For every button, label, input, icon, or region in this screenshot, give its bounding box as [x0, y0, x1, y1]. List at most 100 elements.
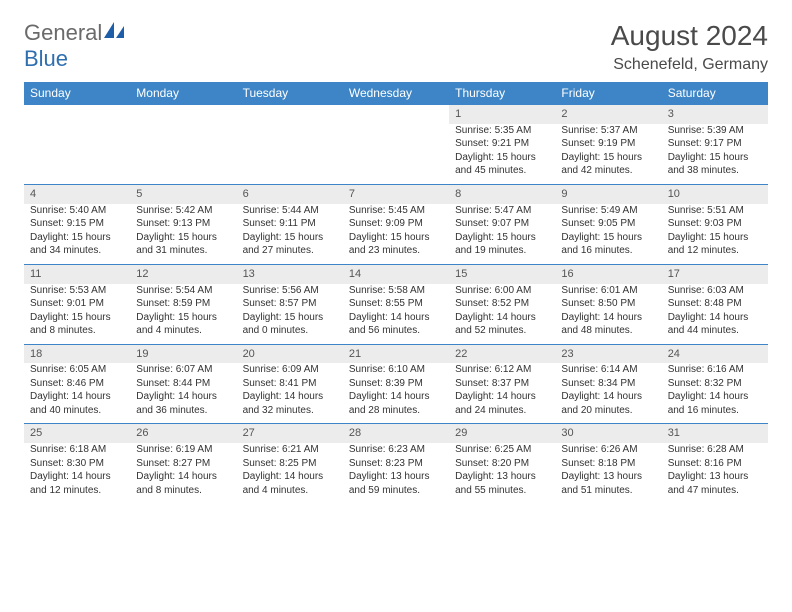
- day-cell: Sunrise: 6:14 AMSunset: 8:34 PMDaylight:…: [555, 363, 661, 424]
- sunrise-text: Sunrise: 6:14 AM: [561, 363, 655, 377]
- day-cell: Sunrise: 6:18 AMSunset: 8:30 PMDaylight:…: [24, 443, 130, 503]
- day-number: 13: [237, 264, 343, 283]
- logo-sail-icon: [104, 22, 126, 45]
- sunrise-text: Sunrise: 5:40 AM: [30, 204, 124, 218]
- daynum-row: 11121314151617: [24, 264, 768, 283]
- day-cell: Sunrise: 6:23 AMSunset: 8:23 PMDaylight:…: [343, 443, 449, 503]
- calendar: Sunday Monday Tuesday Wednesday Thursday…: [0, 82, 792, 519]
- day-number: 8: [449, 184, 555, 203]
- sunrise-text: Sunrise: 5:37 AM: [561, 124, 655, 138]
- month-title: August 2024: [611, 20, 768, 52]
- sunrise-text: Sunrise: 5:39 AM: [668, 124, 762, 138]
- day-number: 12: [130, 264, 236, 283]
- logo-text-general: General: [24, 20, 102, 46]
- daylight-text: Daylight: 15 hours and 42 minutes.: [561, 151, 655, 178]
- sunrise-text: Sunrise: 5:49 AM: [561, 204, 655, 218]
- day-cell: Sunrise: 5:49 AMSunset: 9:05 PMDaylight:…: [555, 204, 661, 265]
- sunset-text: Sunset: 9:11 PM: [243, 217, 337, 231]
- day-cell: Sunrise: 6:26 AMSunset: 8:18 PMDaylight:…: [555, 443, 661, 503]
- day-cell: Sunrise: 5:54 AMSunset: 8:59 PMDaylight:…: [130, 284, 236, 345]
- sunrise-text: Sunrise: 6:01 AM: [561, 284, 655, 298]
- empty-cell: [130, 105, 236, 124]
- day-number: 7: [343, 184, 449, 203]
- day-number: 25: [24, 424, 130, 443]
- daylight-text: Daylight: 14 hours and 52 minutes.: [455, 311, 549, 338]
- daylight-text: Daylight: 14 hours and 24 minutes.: [455, 390, 549, 417]
- day-cell: Sunrise: 5:56 AMSunset: 8:57 PMDaylight:…: [237, 284, 343, 345]
- sunset-text: Sunset: 9:05 PM: [561, 217, 655, 231]
- sunset-text: Sunset: 9:19 PM: [561, 137, 655, 151]
- weekday-header-row: Sunday Monday Tuesday Wednesday Thursday…: [24, 82, 768, 105]
- data-row: Sunrise: 5:35 AMSunset: 9:21 PMDaylight:…: [24, 124, 768, 185]
- empty-cell: [343, 124, 449, 185]
- day-cell: Sunrise: 5:53 AMSunset: 9:01 PMDaylight:…: [24, 284, 130, 345]
- empty-cell: [237, 124, 343, 185]
- day-number: 16: [555, 264, 661, 283]
- day-number: 5: [130, 184, 236, 203]
- sunrise-text: Sunrise: 6:18 AM: [30, 443, 124, 457]
- empty-cell: [343, 105, 449, 124]
- daylight-text: Daylight: 15 hours and 8 minutes.: [30, 311, 124, 338]
- empty-cell: [24, 105, 130, 124]
- daylight-text: Daylight: 14 hours and 16 minutes.: [668, 390, 762, 417]
- sunrise-text: Sunrise: 6:12 AM: [455, 363, 549, 377]
- data-row: Sunrise: 6:18 AMSunset: 8:30 PMDaylight:…: [24, 443, 768, 503]
- sunrise-text: Sunrise: 6:16 AM: [668, 363, 762, 377]
- day-number: 20: [237, 344, 343, 363]
- day-number: 6: [237, 184, 343, 203]
- daylight-text: Daylight: 14 hours and 44 minutes.: [668, 311, 762, 338]
- location: Schenefeld, Germany: [611, 56, 768, 74]
- daylight-text: Daylight: 13 hours and 59 minutes.: [349, 470, 443, 497]
- sunrise-text: Sunrise: 6:28 AM: [668, 443, 762, 457]
- sunrise-text: Sunrise: 5:58 AM: [349, 284, 443, 298]
- sunrise-text: Sunrise: 6:19 AM: [136, 443, 230, 457]
- day-number: 1: [449, 105, 555, 124]
- daylight-text: Daylight: 14 hours and 56 minutes.: [349, 311, 443, 338]
- day-cell: Sunrise: 6:03 AMSunset: 8:48 PMDaylight:…: [662, 284, 768, 345]
- sunset-text: Sunset: 8:59 PM: [136, 297, 230, 311]
- daylight-text: Daylight: 15 hours and 4 minutes.: [136, 311, 230, 338]
- daylight-text: Daylight: 13 hours and 51 minutes.: [561, 470, 655, 497]
- sunset-text: Sunset: 9:17 PM: [668, 137, 762, 151]
- daylight-text: Daylight: 14 hours and 48 minutes.: [561, 311, 655, 338]
- daylight-text: Daylight: 14 hours and 8 minutes.: [136, 470, 230, 497]
- sunrise-text: Sunrise: 5:45 AM: [349, 204, 443, 218]
- day-cell: Sunrise: 5:39 AMSunset: 9:17 PMDaylight:…: [662, 124, 768, 185]
- day-cell: Sunrise: 6:12 AMSunset: 8:37 PMDaylight:…: [449, 363, 555, 424]
- day-number: 23: [555, 344, 661, 363]
- day-cell: Sunrise: 5:47 AMSunset: 9:07 PMDaylight:…: [449, 204, 555, 265]
- day-cell: Sunrise: 6:00 AMSunset: 8:52 PMDaylight:…: [449, 284, 555, 345]
- sunrise-text: Sunrise: 6:05 AM: [30, 363, 124, 377]
- weekday-header: Tuesday: [237, 82, 343, 105]
- sunset-text: Sunset: 9:09 PM: [349, 217, 443, 231]
- data-row: Sunrise: 6:05 AMSunset: 8:46 PMDaylight:…: [24, 363, 768, 424]
- data-row: Sunrise: 5:53 AMSunset: 9:01 PMDaylight:…: [24, 284, 768, 345]
- daylight-text: Daylight: 15 hours and 0 minutes.: [243, 311, 337, 338]
- day-cell: Sunrise: 5:40 AMSunset: 9:15 PMDaylight:…: [24, 204, 130, 265]
- weekday-header: Sunday: [24, 82, 130, 105]
- day-cell: Sunrise: 5:51 AMSunset: 9:03 PMDaylight:…: [662, 204, 768, 265]
- sunrise-text: Sunrise: 5:35 AM: [455, 124, 549, 138]
- sunset-text: Sunset: 9:01 PM: [30, 297, 124, 311]
- daylight-text: Daylight: 14 hours and 20 minutes.: [561, 390, 655, 417]
- day-number: 17: [662, 264, 768, 283]
- day-number: 3: [662, 105, 768, 124]
- sunset-text: Sunset: 9:07 PM: [455, 217, 549, 231]
- sunrise-text: Sunrise: 6:26 AM: [561, 443, 655, 457]
- daylight-text: Daylight: 15 hours and 38 minutes.: [668, 151, 762, 178]
- day-cell: Sunrise: 6:16 AMSunset: 8:32 PMDaylight:…: [662, 363, 768, 424]
- logo: General: [24, 20, 126, 46]
- day-number: 27: [237, 424, 343, 443]
- weekday-header: Saturday: [662, 82, 768, 105]
- sunset-text: Sunset: 8:57 PM: [243, 297, 337, 311]
- calendar-table: Sunday Monday Tuesday Wednesday Thursday…: [24, 82, 768, 503]
- daynum-row: 45678910: [24, 184, 768, 203]
- day-cell: Sunrise: 6:09 AMSunset: 8:41 PMDaylight:…: [237, 363, 343, 424]
- daylight-text: Daylight: 15 hours and 34 minutes.: [30, 231, 124, 258]
- day-number: 30: [555, 424, 661, 443]
- header: General August 2024 Schenefeld, Germany: [0, 0, 792, 82]
- sunset-text: Sunset: 9:03 PM: [668, 217, 762, 231]
- daylight-text: Daylight: 13 hours and 55 minutes.: [455, 470, 549, 497]
- sunset-text: Sunset: 8:55 PM: [349, 297, 443, 311]
- sunset-text: Sunset: 8:44 PM: [136, 377, 230, 391]
